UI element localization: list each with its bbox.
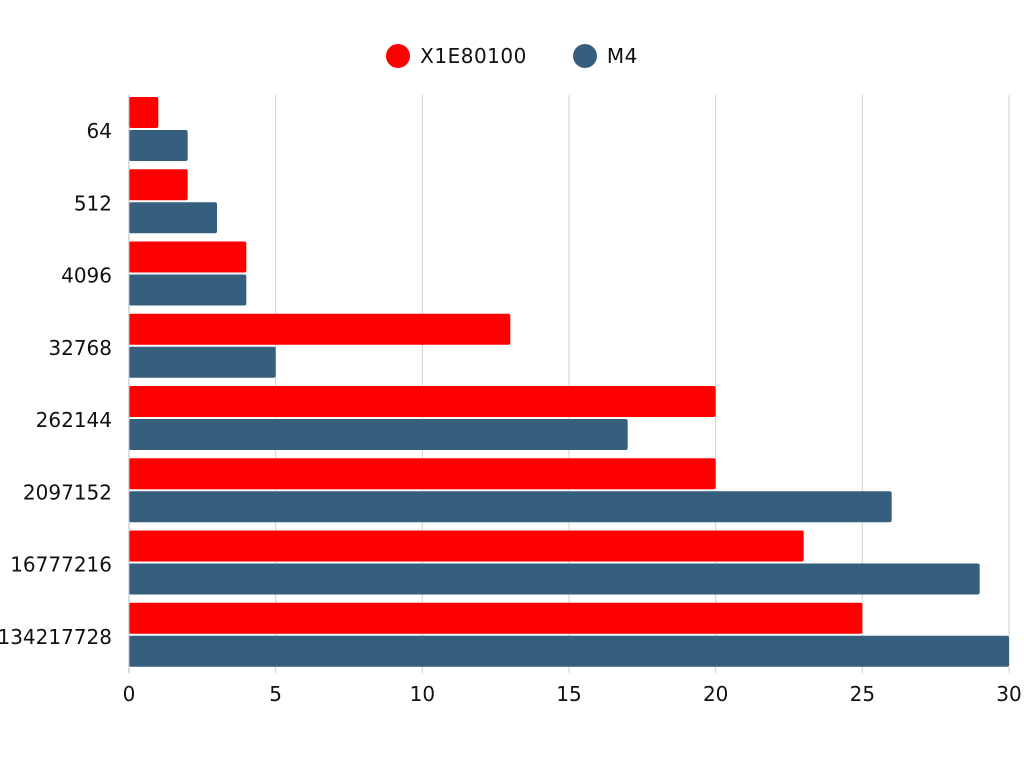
y-category-label: 64	[87, 119, 112, 143]
x-tick-label: 15	[556, 682, 581, 706]
x-tick-label: 25	[850, 682, 875, 706]
y-category-label: 2097152	[23, 480, 112, 504]
legend-item-series-2: M4	[572, 44, 638, 68]
bar-series-2	[129, 491, 892, 523]
bar-series-1	[129, 530, 804, 562]
bar-series-1	[129, 602, 863, 634]
bar-series-2	[129, 346, 276, 378]
bar-series-2	[129, 635, 1009, 667]
legend-swatch-series-2	[572, 44, 597, 68]
legend-label-series-2: M4	[606, 44, 638, 68]
x-tick-label: 20	[703, 682, 728, 706]
x-tick-label: 0	[123, 682, 136, 706]
legend-swatch-series-1	[386, 44, 411, 68]
y-category-label: 16777216	[10, 553, 112, 577]
bar-series-1	[129, 169, 188, 201]
x-tick-label: 10	[410, 682, 435, 706]
legend-item-series-1: X1E80100	[386, 44, 527, 68]
chart-legend: X1E80100 M4	[0, 40, 1024, 72]
bar-series-2	[129, 130, 188, 161]
bar-series-1	[129, 386, 716, 417]
bar-series-1	[129, 241, 247, 273]
x-tick-label: 5	[269, 682, 282, 706]
y-category-label: 262144	[36, 408, 112, 432]
bar-series-1	[129, 313, 511, 345]
bar-series-2	[129, 202, 217, 234]
bar-series-1	[129, 97, 159, 128]
bar-series-1	[129, 458, 716, 490]
bar-series-2	[129, 274, 247, 306]
bar-series-2	[129, 419, 628, 450]
y-category-label: 4096	[61, 264, 112, 288]
y-category-label: 512	[74, 191, 112, 215]
y-category-label: 32768	[48, 336, 112, 360]
bar-series-2	[129, 563, 980, 595]
legend-label-series-1: X1E80100	[420, 44, 527, 68]
x-tick-label: 30	[996, 682, 1021, 706]
y-category-label: 134217728	[0, 625, 112, 649]
